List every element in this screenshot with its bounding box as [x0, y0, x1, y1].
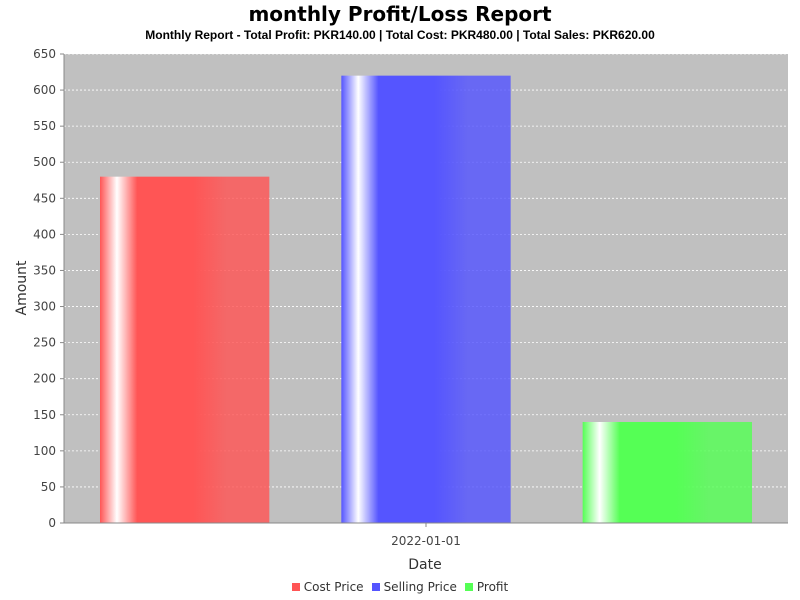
y-tick-label: 0: [48, 516, 56, 530]
y-axis: 0 50 100 150 200 250 300 350 400 450 500 550 600 650: [33, 47, 65, 530]
y-tick-label: 300: [33, 300, 56, 314]
legend-label-selling-price: Selling Price: [383, 580, 457, 594]
chart-subtitle: Monthly Report - Total Profit: PKR140.00…: [145, 28, 655, 42]
y-tick-label: 450: [33, 191, 56, 205]
bar-cost-price: [100, 176, 270, 523]
legend-swatch-selling-price: [371, 583, 380, 591]
y-tick-label: 350: [33, 263, 56, 277]
bar-profit: [582, 421, 752, 523]
legend-swatch-profit: [464, 583, 473, 591]
y-tick-label: 600: [33, 83, 56, 97]
y-axis-label: Amount: [14, 260, 30, 316]
legend-swatch-cost-price: [291, 583, 300, 591]
y-tick-label: 650: [33, 47, 56, 61]
y-tick-label: 250: [33, 336, 56, 350]
legend-label-profit: Profit: [476, 580, 509, 594]
y-tick-label: 100: [33, 444, 56, 458]
y-tick-label: 400: [33, 227, 56, 241]
legend-item-selling-price: Selling Price: [371, 580, 457, 594]
legend: Cost Price Selling Price Profit: [0, 580, 800, 594]
x-axis-label: Date: [408, 557, 441, 573]
y-tick-label: 50: [41, 480, 56, 494]
y-tick-label: 150: [33, 408, 56, 422]
chart-title: monthly Profit/Loss Report: [248, 2, 552, 26]
legend-label-cost-price: Cost Price: [303, 580, 364, 594]
legend-item-cost-price: Cost Price: [291, 580, 364, 594]
y-tick-label: 500: [33, 155, 56, 169]
x-tick-label: 2022-01-01: [391, 534, 461, 548]
bars: [100, 75, 752, 524]
y-tick-label: 550: [33, 119, 56, 133]
bar-selling-price: [341, 75, 511, 524]
x-axis: 2022-01-01: [64, 522, 788, 548]
y-tick-label: 200: [33, 372, 56, 386]
legend-item-profit: Profit: [464, 580, 509, 594]
